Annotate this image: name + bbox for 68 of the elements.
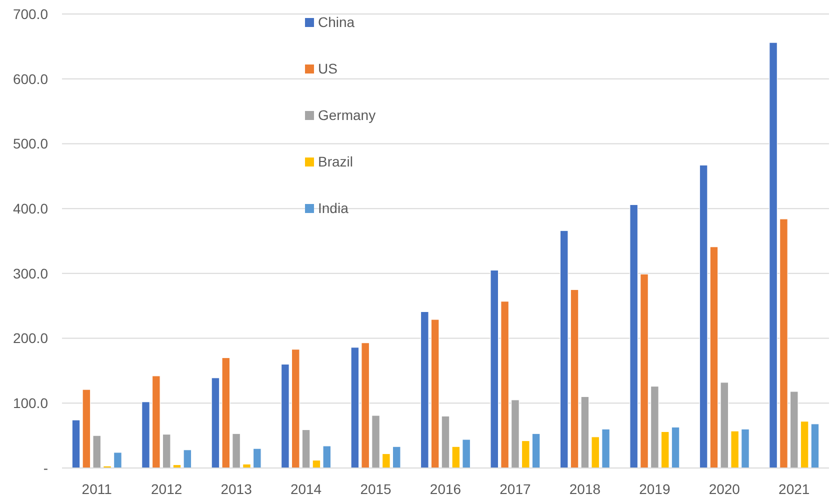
bar xyxy=(222,357,230,468)
bar xyxy=(291,349,300,468)
bar xyxy=(741,428,750,468)
y-tick-label: 100.0 xyxy=(12,395,48,412)
bar xyxy=(720,382,729,468)
y-tick-label: 200.0 xyxy=(12,330,48,346)
bar xyxy=(183,450,192,468)
bar xyxy=(640,274,648,468)
y-tick-label: 400.0 xyxy=(12,200,48,216)
bar xyxy=(521,440,530,468)
bar xyxy=(372,415,380,468)
bar xyxy=(462,439,471,468)
bar xyxy=(452,446,460,468)
x-tick-label: 2016 xyxy=(430,481,462,497)
bar xyxy=(152,376,160,468)
bar xyxy=(252,448,262,468)
legend-label: India xyxy=(318,200,349,216)
bar xyxy=(650,386,659,468)
bar xyxy=(92,435,102,468)
y-tick-label: 500.0 xyxy=(12,136,48,152)
y-tick-label: 700.0 xyxy=(12,6,48,22)
bar xyxy=(780,218,788,468)
x-tick-label: 2019 xyxy=(639,481,670,497)
x-tick-label: 2014 xyxy=(290,481,322,497)
bar xyxy=(392,446,401,468)
bar xyxy=(211,378,220,468)
legend-label: US xyxy=(318,60,338,76)
legend-label: Brazil xyxy=(318,154,354,170)
bar xyxy=(142,402,150,468)
bar xyxy=(602,428,610,468)
bar xyxy=(710,246,718,468)
bar xyxy=(162,434,171,468)
x-tick-label: 2012 xyxy=(151,481,182,497)
bar xyxy=(280,364,290,468)
bar xyxy=(490,270,499,468)
y-tick-label: - xyxy=(43,460,48,476)
x-tick-label: 2017 xyxy=(500,481,532,497)
bar xyxy=(511,400,520,468)
bar xyxy=(361,342,370,468)
bar xyxy=(322,446,332,468)
bar xyxy=(790,391,798,468)
bar xyxy=(730,430,740,468)
x-tick-label: 2018 xyxy=(569,481,601,497)
x-tick-label: 2015 xyxy=(360,481,392,497)
x-tick-label: 2013 xyxy=(220,481,252,497)
bar xyxy=(532,433,540,468)
bar xyxy=(769,42,778,468)
bar xyxy=(382,453,390,468)
x-tick-label: 2011 xyxy=(82,481,112,497)
bar xyxy=(114,452,122,468)
legend-label: Germany xyxy=(318,107,376,123)
bar xyxy=(232,433,241,468)
y-tick-label: 300.0 xyxy=(12,265,48,282)
bar xyxy=(420,311,429,468)
bar xyxy=(430,319,440,468)
x-tick-label: 2020 xyxy=(708,481,740,497)
bar xyxy=(591,436,600,468)
x-tick-label: 2021 xyxy=(778,481,810,497)
bar xyxy=(350,347,360,468)
bar xyxy=(560,230,568,468)
legend-label: China xyxy=(318,14,355,30)
bar xyxy=(500,301,510,468)
bar xyxy=(699,164,708,468)
bar xyxy=(671,426,680,468)
y-tick-label: 600.0 xyxy=(12,70,48,87)
bar xyxy=(630,204,638,468)
bar xyxy=(660,431,670,468)
bar xyxy=(441,416,450,468)
